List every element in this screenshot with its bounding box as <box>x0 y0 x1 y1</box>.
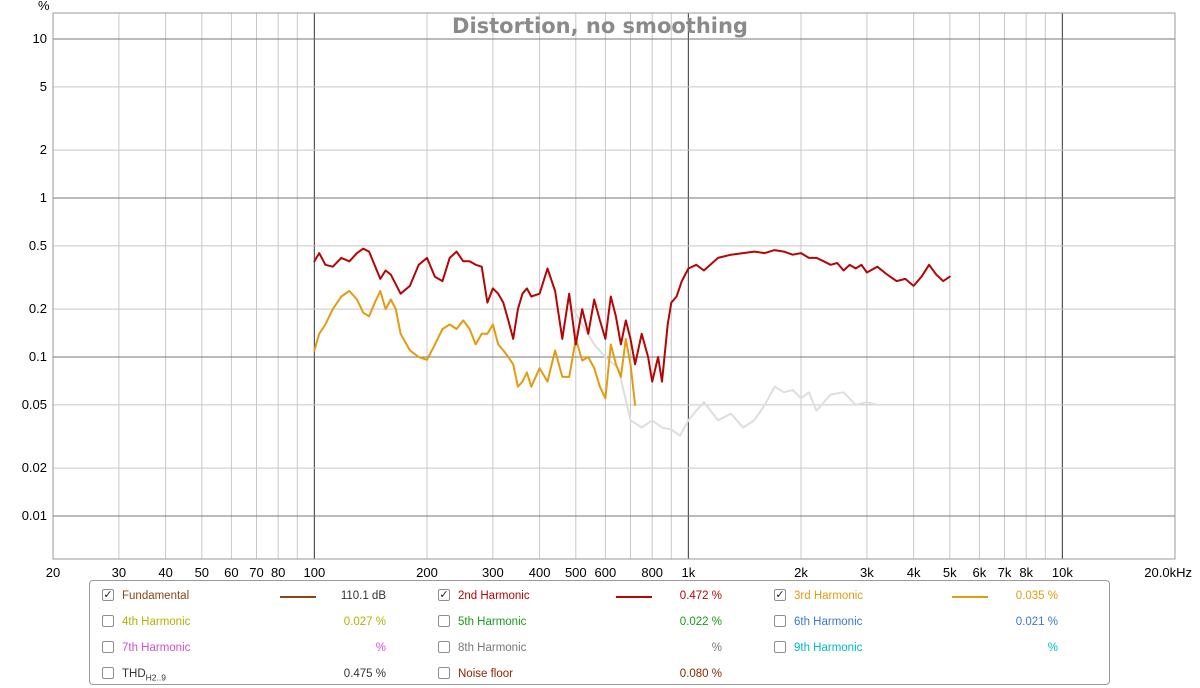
legend-checkbox[interactable] <box>438 615 450 627</box>
legend-panel: ✓ Fundamental 110.1 dB ✓ 2nd Harmonic 0.472 %… <box>89 580 1110 685</box>
legend-item-4th-harmonic: 4th Harmonic 0.027 % <box>102 613 386 631</box>
x-tick-label: 40 <box>158 565 172 580</box>
x-tick-label: 200 <box>416 565 438 580</box>
x-tick-label: 10k <box>1052 565 1073 580</box>
chart-title: Distortion, no smoothing <box>452 14 748 38</box>
y-tick-label: 1 <box>40 190 47 205</box>
legend-checkbox[interactable] <box>438 641 450 653</box>
series-line-3rd-harmonic <box>313 290 637 406</box>
legend-value: 0.022 % <box>679 616 722 628</box>
legend-value: 0.021 % <box>1015 616 1058 628</box>
x-tick-label: 7k <box>998 565 1012 580</box>
legend-swatch <box>616 596 652 598</box>
legend-item-3rd-harmonic: ✓ 3rd Harmonic 0.035 % <box>774 587 1058 605</box>
legend-value: 0.475 % <box>343 668 386 680</box>
x-tick-label: 300 <box>482 565 504 580</box>
chart-grid <box>53 13 1175 559</box>
legend-value: % <box>711 642 722 654</box>
x-tick-label: 20 <box>46 565 60 580</box>
legend-label: Fundamental <box>122 590 190 602</box>
legend-label: 3rd Harmonic <box>794 590 864 602</box>
legend-item-fundamental: ✓ Fundamental 110.1 dB <box>102 587 386 605</box>
y-tick-label: 10 <box>33 31 47 46</box>
legend-item-9th-harmonic: 9th Harmonic% <box>774 639 1058 657</box>
series-line-2nd-harmonic <box>313 247 951 383</box>
x-tick-label: 100 <box>304 565 326 580</box>
x-tick-label: 1k <box>682 565 696 580</box>
legend-value: 0.035 % <box>1015 590 1058 602</box>
x-tick-label: 20.0kHz <box>1144 565 1192 580</box>
series-line-noise-floor <box>568 301 879 437</box>
legend-item-7th-harmonic: 7th Harmonic% <box>102 639 386 657</box>
legend-checkbox[interactable]: ✓ <box>774 589 786 601</box>
legend-checkbox[interactable] <box>774 615 786 627</box>
legend-checkbox[interactable] <box>774 641 786 653</box>
x-tick-label: 70 <box>249 565 263 580</box>
x-tick-label: 2k <box>794 565 808 580</box>
legend-item-2nd-harmonic: ✓ 2nd Harmonic 0.472 % <box>438 587 722 605</box>
legend-value: % <box>1047 642 1058 654</box>
distortion-chart: 20 30 40 50 60 70 80 100 200 300 400 500 600 800 1k 2k 3… <box>22 0 1192 580</box>
y-tick-label: 0.2 <box>29 301 47 316</box>
legend-item-8th-harmonic: 8th Harmonic% <box>438 639 722 657</box>
x-tick-label: 600 <box>595 565 617 580</box>
y-tick-label: 5 <box>40 79 47 94</box>
y-axis-ticks: 10 5 2 1 0.5 0.2 0.1 0.05 0.02 0.01 <box>22 31 47 523</box>
legend-label: 4th Harmonic <box>122 616 191 628</box>
y-unit-label: % <box>38 0 50 13</box>
legend-label-subscript: H2..9 <box>145 672 166 683</box>
legend-item-noise-floor: Noise floor 0.080 % <box>438 665 722 683</box>
x-tick-label: 4k <box>907 565 921 580</box>
y-tick-label: 0.01 <box>22 508 47 523</box>
x-tick-label: 800 <box>641 565 663 580</box>
legend-item-thd: THDH2..9 0.475 % <box>102 665 386 683</box>
x-tick-label: 50 <box>195 565 209 580</box>
plot-frame <box>52 12 1176 560</box>
x-tick-label: 500 <box>565 565 587 580</box>
legend-label: 8th Harmonic <box>458 642 527 654</box>
x-tick-label: 5k <box>943 565 957 580</box>
legend-checkbox[interactable] <box>438 667 450 679</box>
x-tick-label: 3k <box>860 565 874 580</box>
x-tick-label: 6k <box>973 565 987 580</box>
legend-item-5th-harmonic: 5th Harmonic 0.022 % <box>438 613 722 631</box>
legend-checkbox[interactable] <box>102 641 114 653</box>
legend-label: 6th Harmonic <box>794 616 863 628</box>
legend-value: 110.1 dB <box>340 590 386 602</box>
legend-value: % <box>375 642 386 654</box>
x-tick-label: 60 <box>224 565 238 580</box>
y-tick-label: 2 <box>40 142 47 157</box>
legend-label: 2nd Harmonic <box>458 590 530 602</box>
legend-value: 0.027 % <box>343 616 386 628</box>
legend-label: 7th Harmonic <box>122 642 191 654</box>
legend-swatch <box>280 596 316 598</box>
legend-checkbox[interactable] <box>102 615 114 627</box>
legend-value: 0.080 % <box>679 668 722 680</box>
x-tick-label: 400 <box>529 565 551 580</box>
y-tick-label: 0.05 <box>22 397 47 412</box>
legend-label: 9th Harmonic <box>794 642 863 654</box>
legend-checkbox[interactable] <box>102 667 114 679</box>
legend-label: THDH2..9 <box>122 668 166 683</box>
legend-swatch <box>952 596 988 598</box>
legend-item-6th-harmonic: 6th Harmonic 0.021 % <box>774 613 1058 631</box>
x-tick-label: 30 <box>112 565 126 580</box>
legend-label: Noise floor <box>458 668 513 680</box>
y-tick-label: 0.1 <box>29 349 47 364</box>
legend-value: 0.472 % <box>679 590 722 602</box>
x-tick-label: 8k <box>1019 565 1033 580</box>
x-axis-ticks: 20 30 40 50 60 70 80 100 200 300 400 500 600 800 1k 2k 3… <box>46 565 1192 580</box>
x-tick-label: 80 <box>271 565 285 580</box>
chart-series <box>313 247 951 437</box>
y-tick-label: 0.5 <box>29 238 47 253</box>
legend-checkbox[interactable]: ✓ <box>438 589 450 601</box>
y-tick-label: 0.02 <box>22 460 47 475</box>
legend-label: 5th Harmonic <box>458 616 527 628</box>
legend-checkbox[interactable]: ✓ <box>102 589 114 601</box>
